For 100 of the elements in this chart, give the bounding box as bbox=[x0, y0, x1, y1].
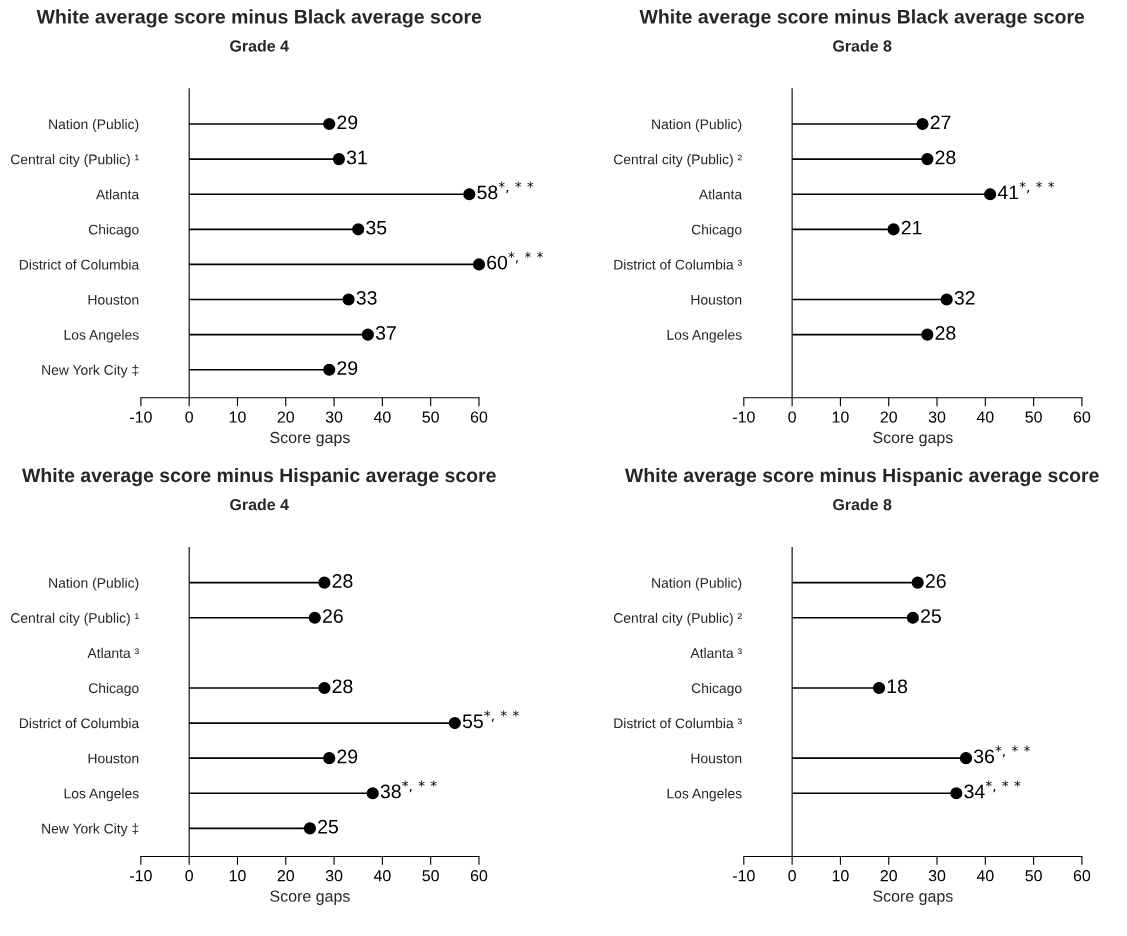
data-label: 21 bbox=[901, 220, 922, 235]
point bbox=[332, 153, 345, 166]
point bbox=[887, 223, 900, 236]
y-tick-label: Atlanta bbox=[95, 189, 140, 200]
y-tick-label: Houston bbox=[691, 295, 742, 305]
x-axis-title: Score gaps bbox=[270, 431, 350, 447]
x-tick-label: 60 bbox=[1073, 870, 1091, 882]
point bbox=[318, 681, 331, 695]
y-tick-label: Chicago bbox=[88, 682, 139, 696]
y-tick-label: Nation (Public) bbox=[49, 118, 139, 132]
chart-title: White average score minus Black average score bbox=[639, 9, 1085, 28]
data-label: 25 bbox=[318, 819, 338, 834]
x-tick-label: 30 bbox=[325, 411, 343, 423]
x-tick-label: 20 bbox=[277, 870, 295, 882]
y-tick-label: Los Angeles bbox=[667, 788, 742, 802]
y-tick-label: Los Angeles bbox=[64, 788, 139, 802]
x-tick-label: 50 bbox=[1025, 870, 1042, 882]
data-label: 32 bbox=[954, 290, 975, 305]
point bbox=[911, 576, 924, 589]
x-tick-label: 40 bbox=[373, 870, 391, 882]
data-label: 18 bbox=[887, 679, 908, 694]
data-label: 55$^{*,**}$ bbox=[462, 710, 519, 729]
data-label: 31 bbox=[346, 150, 367, 165]
x-tick-label: 30 bbox=[928, 411, 946, 423]
data-label: 28 bbox=[332, 679, 353, 694]
y-tick-label: District of Columbia bbox=[19, 718, 140, 729]
x-tick-label: -10 bbox=[732, 870, 755, 882]
x-axis-title: Score gaps bbox=[873, 890, 953, 905]
y-tick-label: New York City ‡ bbox=[42, 364, 139, 378]
chart-title: White average score minus Hispanic average score bbox=[22, 467, 496, 487]
y-tick-label: Central city (Public) ² bbox=[613, 612, 742, 626]
x-tick-label: 0 bbox=[185, 411, 193, 423]
point bbox=[940, 293, 953, 306]
point bbox=[463, 188, 476, 201]
point bbox=[361, 328, 374, 341]
x-tick-label: 10 bbox=[832, 870, 849, 882]
data-label: 41$^{*,**}$ bbox=[997, 181, 1055, 200]
data-label: 26 bbox=[925, 574, 946, 588]
x-tick-label: -10 bbox=[130, 411, 152, 423]
data-label: 33 bbox=[356, 290, 377, 305]
data-label: 29 bbox=[337, 749, 358, 764]
y-tick-label: Los Angeles bbox=[64, 329, 139, 343]
x-tick-label: 60 bbox=[470, 411, 488, 423]
data-label: 58$^{*,**}$ bbox=[477, 181, 534, 200]
data-label: 34$^{*,**}$ bbox=[964, 780, 1021, 799]
point bbox=[308, 611, 321, 624]
point bbox=[366, 787, 379, 800]
point bbox=[342, 293, 355, 306]
x-tick-label: 50 bbox=[1025, 411, 1042, 423]
chart-title: White average score minus Black average score bbox=[36, 9, 482, 28]
point bbox=[472, 258, 486, 271]
point bbox=[921, 328, 934, 341]
y-tick-label: Houston bbox=[88, 295, 139, 305]
data-label: 25 bbox=[921, 609, 941, 623]
x-tick-label: 50 bbox=[422, 411, 439, 423]
point bbox=[984, 188, 997, 201]
x-tick-label: 10 bbox=[229, 870, 246, 882]
data-label: 26 bbox=[322, 609, 343, 623]
y-tick-label: Chicago bbox=[88, 224, 139, 238]
chart-subtitle: Grade 4 bbox=[230, 39, 289, 52]
y-tick-label: District of Columbia bbox=[19, 259, 140, 270]
data-label: 28 bbox=[935, 326, 956, 340]
y-tick-label: Atlanta ³ bbox=[690, 647, 742, 659]
x-tick-label: 40 bbox=[373, 411, 391, 423]
x-tick-label: 10 bbox=[832, 411, 849, 423]
x-tick-label: 0 bbox=[788, 411, 796, 423]
x-tick-label: -10 bbox=[732, 411, 755, 423]
chart-subtitle: Grade 8 bbox=[833, 39, 892, 52]
point bbox=[323, 752, 336, 765]
y-tick-label: Atlanta bbox=[698, 189, 743, 200]
point bbox=[303, 822, 316, 835]
y-tick-label: Los Angeles bbox=[667, 329, 742, 343]
x-tick-label: 60 bbox=[470, 870, 488, 882]
point bbox=[921, 153, 934, 166]
data-label: 29 bbox=[337, 115, 358, 130]
y-tick-label: Nation (Public) bbox=[652, 577, 742, 591]
y-tick-label: Houston bbox=[691, 753, 742, 764]
x-tick-label: 30 bbox=[325, 870, 343, 882]
point bbox=[872, 681, 886, 695]
y-tick-label: New York City ‡ bbox=[42, 823, 139, 837]
x-tick-label: 40 bbox=[976, 411, 994, 423]
x-tick-label: 20 bbox=[277, 411, 295, 423]
y-tick-label: Atlanta ³ bbox=[87, 647, 139, 659]
y-tick-label: Central city (Public) ¹ bbox=[11, 154, 139, 168]
data-label: 27 bbox=[930, 115, 951, 130]
point bbox=[448, 716, 461, 730]
chart-subtitle: Grade 4 bbox=[230, 498, 289, 511]
x-axis-title: Score gaps bbox=[270, 890, 350, 905]
chart-subtitle: Grade 8 bbox=[833, 498, 892, 511]
x-tick-label: 30 bbox=[928, 870, 946, 882]
data-label: 38$^{*,**}$ bbox=[380, 780, 437, 799]
y-tick-label: Houston bbox=[88, 753, 139, 764]
point bbox=[916, 117, 929, 131]
point bbox=[323, 363, 336, 376]
y-tick-label: District of Columbia ³ bbox=[614, 259, 742, 270]
data-label: 28 bbox=[332, 574, 353, 588]
y-tick-label: Nation (Public) bbox=[49, 577, 139, 591]
y-tick-label: District of Columbia ³ bbox=[614, 718, 742, 729]
point bbox=[352, 223, 365, 236]
point bbox=[318, 576, 331, 589]
